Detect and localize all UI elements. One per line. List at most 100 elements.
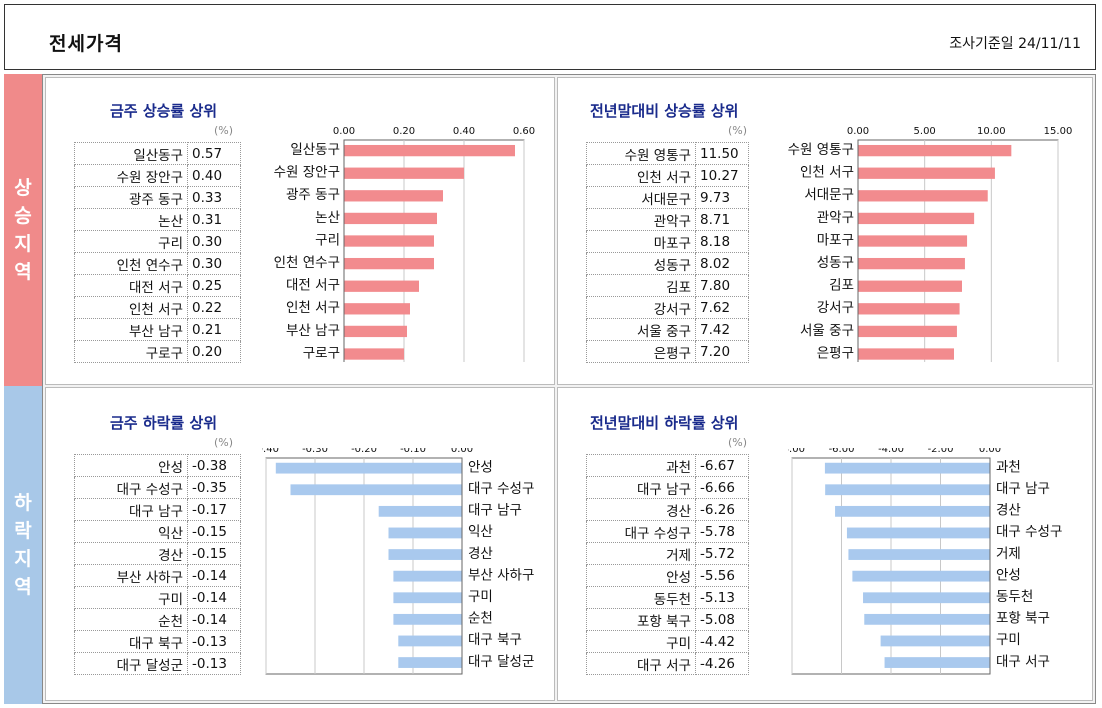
category-label: 과천	[996, 459, 1021, 475]
region-name-cell: 부산 사하구	[74, 564, 188, 587]
unit-label: (%)	[728, 124, 748, 137]
value-cell: 0.21	[187, 318, 241, 341]
table-row: 관악구 8.71	[586, 208, 749, 231]
category-label: 구미	[468, 589, 493, 605]
table-row: 대구 서구 -4.26	[586, 652, 749, 675]
category-label: 경산	[996, 503, 1021, 519]
table-row: 인천 서구 0.22	[74, 296, 241, 319]
value-cell: -6.66	[695, 476, 749, 499]
table-row: 대구 수성구 -5.78	[586, 520, 749, 543]
panels-container: 금주 상승률 상위 (%) 일산동구 0.57 수원 장안구 0.40 광주 동구 0.3…	[42, 74, 1096, 704]
section-label-up: 상승지역	[4, 74, 42, 386]
region-name-cell: 대구 수성구	[74, 476, 188, 499]
value-cell: 0.40	[187, 164, 241, 187]
table-row: 구로구 0.20	[74, 340, 241, 363]
panel-ytd-fall: 전년말대비 하락률 상위 (%) 과천 -6.67 대구 남구 -6.66 경산 -6.2…	[557, 387, 1093, 701]
region-name-cell: 구로구	[74, 340, 188, 363]
tick-label: -0.10	[400, 448, 426, 455]
panel-title: 금주 하락률 상위	[110, 414, 218, 432]
table-row: 강서구 7.62	[586, 296, 749, 319]
value-cell: -0.13	[187, 630, 241, 653]
category-label: 인천 서구	[286, 300, 340, 316]
region-name-cell: 순천	[74, 608, 188, 631]
region-name-cell: 서대문구	[586, 186, 696, 209]
category-label: 인천 연수구	[274, 255, 340, 271]
value-cell: -6.67	[695, 454, 749, 477]
tick-label: -8.00	[788, 448, 805, 455]
bar	[344, 190, 443, 202]
category-label: 관악구	[817, 210, 854, 226]
value-cell: -0.35	[187, 476, 241, 499]
bar	[388, 549, 462, 560]
category-label: 인천 서구	[800, 165, 854, 181]
bar	[378, 505, 462, 517]
value-cell: 11.50	[695, 142, 749, 165]
page-title: 전세가격	[49, 33, 123, 55]
region-name-cell: 대구 달성군	[74, 652, 188, 675]
value-cell: 0.57	[187, 142, 241, 165]
category-label: 포항 북구	[996, 611, 1050, 627]
table-row: 대구 남구 -0.17	[74, 498, 241, 521]
region-name-cell: 논산	[74, 208, 188, 231]
bar	[858, 303, 960, 315]
bar	[858, 325, 957, 338]
category-label: 대전 서구	[286, 278, 340, 294]
bar	[863, 592, 990, 604]
category-label: 대구 수성구	[996, 524, 1062, 540]
region-name-cell: 일산동구	[74, 142, 188, 165]
value-cell: -5.08	[695, 608, 749, 631]
bar	[824, 462, 990, 474]
table-row: 구미 -4.42	[586, 630, 749, 653]
section-label-down: 하락지역	[4, 386, 42, 704]
bar	[846, 527, 990, 539]
table-row: 경산 -6.26	[586, 498, 749, 521]
bar	[275, 462, 462, 474]
bar	[858, 190, 988, 202]
value-cell: -0.14	[187, 586, 241, 609]
value-cell: -5.56	[695, 564, 749, 587]
survey-date: 조사기준일 24/11/11	[949, 36, 1081, 52]
bar	[393, 613, 462, 625]
region-name-cell: 안성	[586, 564, 696, 587]
category-label: 논산	[315, 210, 340, 226]
region-name-cell: 대전 서구	[74, 274, 188, 297]
value-cell: 7.62	[695, 296, 749, 319]
tick-label: 0.00	[333, 126, 355, 137]
panel-weekly-fall: 금주 하락률 상위 (%) 안성 -0.38 대구 수성구 -0.35 대구 남구 -0.…	[45, 387, 555, 701]
section-label-down-text: 하락지역	[14, 492, 32, 598]
value-cell: 7.80	[695, 274, 749, 297]
bar	[858, 235, 968, 247]
value-cell: 0.33	[187, 186, 241, 209]
bar	[344, 280, 419, 292]
table-row: 구리 0.30	[74, 230, 241, 253]
table-row: 포항 북구 -5.08	[586, 608, 749, 631]
category-label: 은평구	[817, 345, 854, 361]
category-label: 서울 중구	[800, 323, 854, 339]
value-cell: -0.15	[187, 520, 241, 543]
bar	[290, 484, 462, 496]
bar	[880, 635, 990, 647]
category-label: 대구 서구	[996, 654, 1050, 670]
table-row: 안성 -5.56	[586, 564, 749, 587]
category-label: 대구 달성군	[468, 654, 534, 670]
table-row: 은평구 7.20	[586, 340, 749, 363]
value-cell: 8.18	[695, 230, 749, 253]
region-name-cell: 대구 남구	[74, 498, 188, 521]
region-name-cell: 안성	[74, 454, 188, 477]
bar	[393, 570, 462, 582]
bar	[858, 280, 962, 292]
category-label: 경산	[468, 546, 493, 562]
table-row: 부산 남구 0.21	[74, 318, 241, 341]
region-name-cell: 광주 동구	[74, 186, 188, 209]
value-cell: -0.14	[187, 564, 241, 587]
region-name-cell: 부산 남구	[74, 318, 188, 341]
value-cell: -4.42	[695, 630, 749, 653]
table-row: 과천 -6.67	[586, 454, 749, 477]
region-name-cell: 관악구	[586, 208, 696, 231]
region-name-cell: 거제	[586, 542, 696, 565]
table-row: 경산 -0.15	[74, 542, 241, 565]
category-label: 성동구	[817, 255, 854, 271]
